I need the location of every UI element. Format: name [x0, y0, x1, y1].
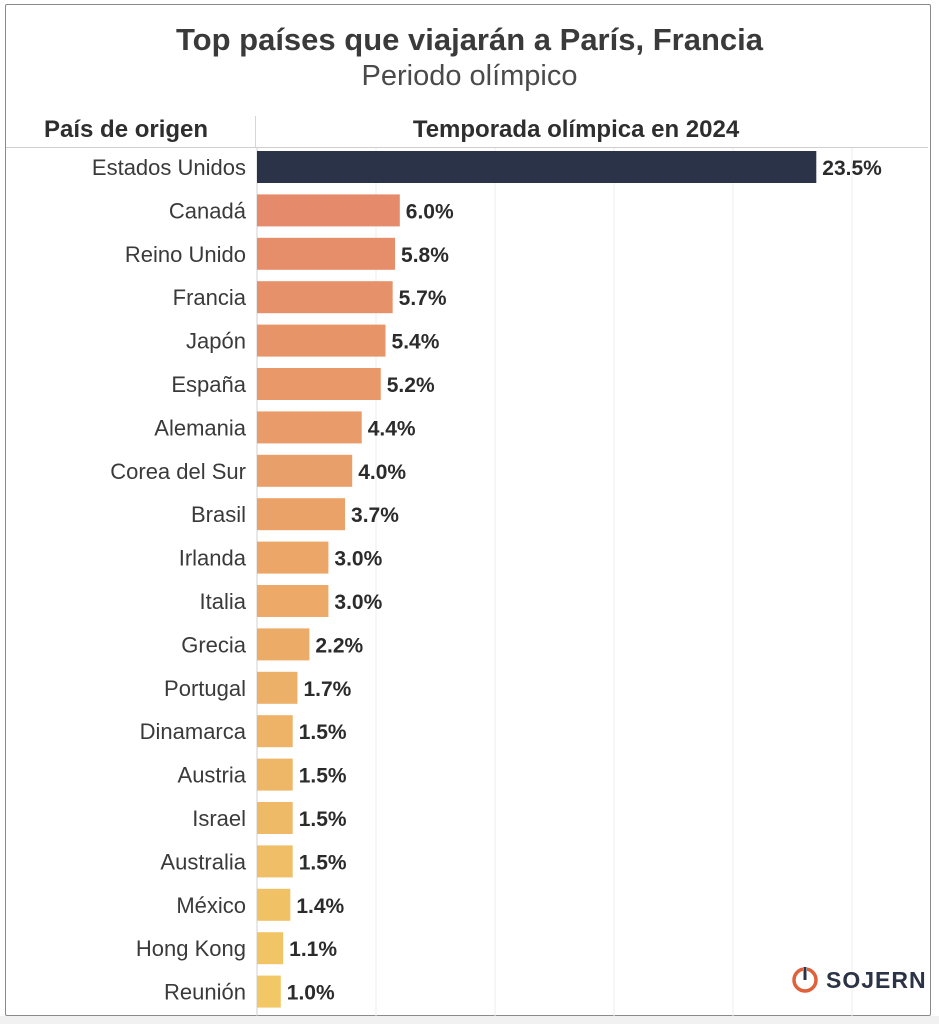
bar [257, 671, 298, 704]
bar-chart: Estados Unidos 23.5% Canadá 6.0% Reino Unido… [92, 148, 882, 1016]
brand-name: SOJERN [826, 966, 927, 993]
bar [257, 498, 346, 531]
chart-subtitle: Periodo olímpico [361, 60, 578, 92]
category-label: Alemania [154, 415, 246, 440]
category-label: Portugal [164, 676, 246, 701]
chart-title: Top países que viajarán a París, Francia [176, 22, 763, 57]
bar [257, 932, 284, 965]
bar [257, 628, 310, 661]
category-label: Austria [178, 763, 247, 788]
header-divider [255, 116, 256, 148]
bar [257, 411, 362, 444]
data-label: 2.2% [315, 634, 363, 657]
data-label: 1.7% [303, 678, 351, 701]
category-label: Canadá [169, 198, 247, 223]
bar [257, 758, 293, 791]
data-label: 5.2% [387, 374, 435, 397]
data-label: 3.0% [334, 591, 382, 614]
bar [257, 975, 281, 1008]
data-label: 5.8% [401, 244, 449, 267]
category-label: Francia [173, 285, 247, 310]
bar [257, 237, 396, 270]
category-label: Israel [192, 806, 246, 831]
category-label: Reunión [164, 980, 246, 1005]
bar [257, 802, 293, 834]
category-label: España [171, 372, 246, 397]
bar [257, 585, 329, 617]
category-label: Estados Unidos [92, 155, 246, 180]
data-label: 1.5% [299, 808, 347, 831]
category-label: Australia [160, 849, 246, 874]
bar [257, 194, 400, 227]
data-label: 5.4% [392, 331, 440, 354]
data-label: 23.5% [822, 157, 882, 180]
data-label: 4.0% [358, 461, 406, 484]
data-label: 3.0% [334, 548, 382, 571]
header-rule [6, 147, 928, 148]
category-label: México [176, 893, 246, 918]
data-label: 1.5% [299, 765, 347, 788]
category-label: Dinamarca [140, 719, 247, 744]
sojern-logo-icon [792, 966, 818, 993]
category-label: Grecia [181, 632, 247, 657]
bottom-strip [0, 1016, 939, 1024]
bar [257, 454, 353, 487]
bar [257, 151, 817, 183]
data-label: 4.4% [368, 417, 416, 440]
category-label: Japón [186, 329, 246, 354]
bar [257, 368, 381, 400]
data-label: 1.0% [287, 982, 335, 1005]
category-label: Reino Unido [125, 242, 246, 267]
category-label: Irlanda [179, 546, 247, 571]
category-label: Corea del Sur [110, 459, 246, 484]
data-label: 1.5% [299, 851, 347, 874]
data-label: 1.5% [299, 721, 347, 744]
data-label: 1.4% [296, 895, 344, 918]
data-label: 6.0% [406, 200, 454, 223]
series-column-header: Temporada olímpica en 2024 [412, 116, 740, 143]
category-column-header: País de origen [44, 116, 209, 143]
category-label: Italia [200, 589, 247, 614]
bar [257, 324, 386, 357]
bar [257, 541, 329, 574]
bar [257, 845, 293, 878]
category-label: Brasil [191, 502, 246, 527]
brand-logo: SOJERN [790, 964, 927, 996]
data-label: 3.7% [351, 504, 399, 527]
bar [257, 281, 393, 314]
data-label: 1.1% [289, 938, 337, 961]
data-label: 5.7% [399, 287, 447, 310]
category-label: Hong Kong [136, 936, 246, 961]
bar [257, 715, 293, 748]
bar [257, 888, 291, 921]
